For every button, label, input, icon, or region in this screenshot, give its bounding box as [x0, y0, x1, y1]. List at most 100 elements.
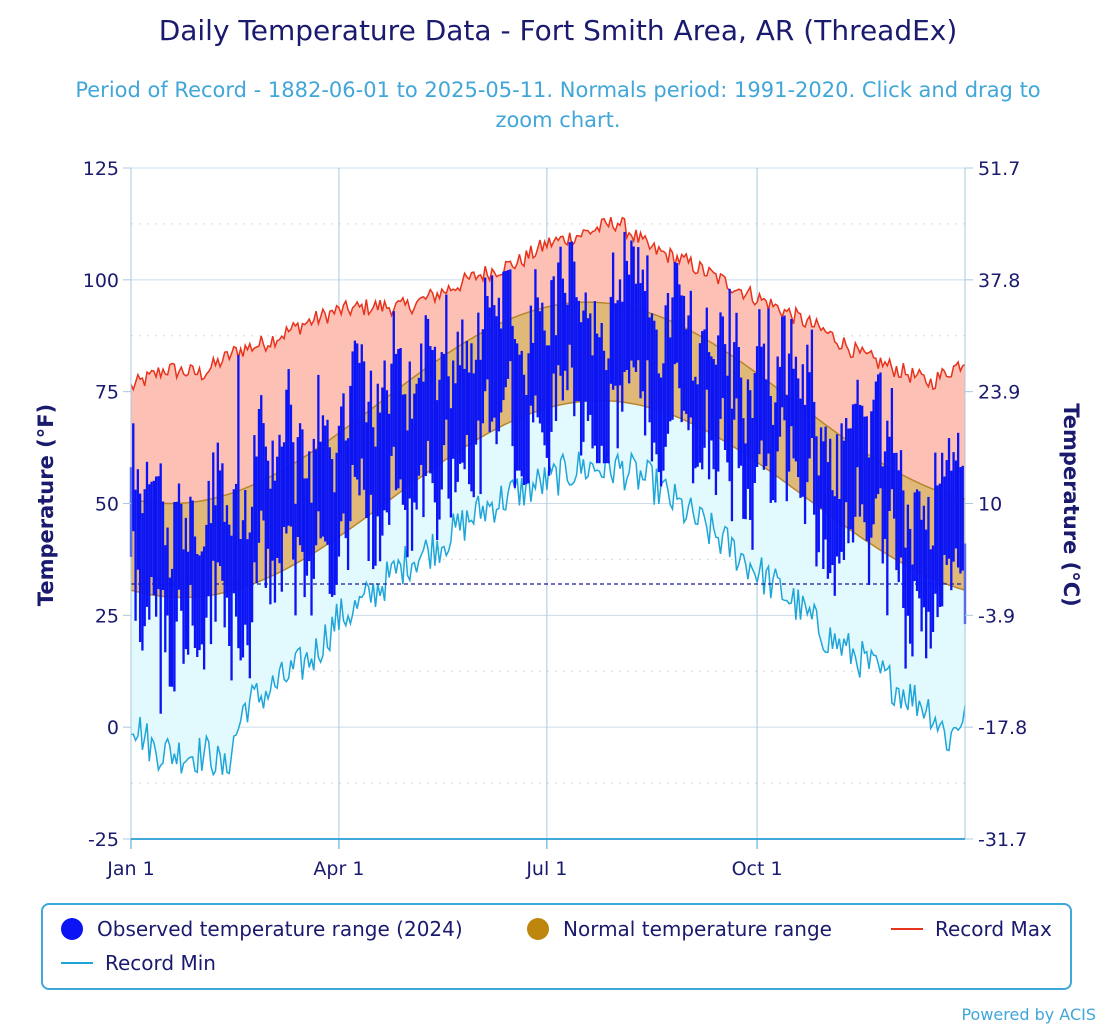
observed-bar: [726, 375, 729, 463]
observed-bar: [575, 297, 578, 402]
observed-bar: [445, 294, 448, 420]
observed-bar: [643, 291, 647, 436]
observed-bar: [751, 418, 754, 550]
observed-bar: [532, 342, 535, 423]
observed-bar: [490, 275, 494, 422]
observed-bar: [296, 437, 299, 537]
observed-bar: [856, 379, 859, 468]
observed-bar: [918, 491, 921, 599]
observed-bar: [778, 366, 782, 437]
observed-bar: [733, 342, 736, 420]
observed-bar: [504, 270, 507, 388]
observed-bar: [872, 399, 875, 525]
observed-bar: [648, 317, 651, 423]
observed-bar: [801, 364, 804, 497]
observed-bar: [223, 521, 226, 628]
observed-bar: [616, 300, 619, 449]
observed-bar: [216, 442, 219, 563]
observed-bar: [166, 527, 169, 616]
legend-label-observed: Observed temperature range (2024): [97, 917, 463, 941]
observed-bar: [205, 524, 208, 618]
observed-bar: [301, 429, 304, 552]
observed-bar: [310, 502, 313, 616]
observed-bar: [675, 263, 679, 363]
observed-bar: [664, 305, 667, 447]
observed-bar: [372, 427, 375, 570]
observed-bar: [525, 395, 528, 485]
observed-bar: [294, 503, 297, 616]
observed-dot-icon: [61, 918, 83, 940]
observed-bar: [598, 337, 601, 464]
observed-bar: [404, 394, 407, 510]
observed-bar: [735, 312, 738, 399]
observed-bar: [858, 404, 862, 517]
observed-bar: [904, 547, 907, 669]
observed-bar: [584, 292, 587, 402]
observed-bar: [527, 353, 530, 484]
observed-bar: [698, 343, 702, 463]
observed-bar: [639, 283, 642, 399]
observed-bar: [742, 418, 745, 519]
legend-label-record-max: Record Max: [935, 917, 1052, 941]
credits-link[interactable]: Powered by ACIS: [961, 1005, 1096, 1024]
observed-bar: [381, 387, 384, 536]
observed-bar: [874, 381, 878, 499]
observed-bar: [182, 549, 185, 664]
observed-bar: [582, 310, 585, 442]
observed-bar: [230, 535, 233, 681]
observed-bar: [797, 378, 800, 478]
observed-bar: [570, 241, 574, 368]
observed-bar: [945, 460, 948, 565]
observed-bar: [337, 425, 341, 557]
observed-bar: [378, 412, 382, 562]
observed-bar: [340, 406, 343, 522]
observed-bar: [324, 425, 327, 542]
observed-bar: [154, 476, 158, 617]
legend-item-record-min[interactable]: Record Min: [61, 951, 216, 975]
observed-bar: [287, 369, 290, 526]
observed-bar: [835, 434, 839, 557]
legend-item-record-max[interactable]: Record Max: [891, 917, 1052, 941]
record-min-line-icon: [61, 962, 93, 964]
observed-bar: [803, 404, 807, 524]
observed-bar: [397, 349, 400, 489]
observed-bar: [563, 292, 567, 371]
y-axis-title-left: Temperature (°F): [34, 404, 58, 606]
observed-bar: [541, 302, 544, 433]
observed-bar: [257, 409, 261, 543]
observed-bar: [511, 325, 514, 447]
observed-bar: [260, 395, 263, 511]
axes-layer: 125 51.7 100 37.8 75 23.9 50 10 25 -3.9 0 -17.8 -25 -…: [83, 158, 1027, 880]
observed-bar: [813, 401, 816, 515]
observed-bar: [650, 313, 654, 462]
observed-bar: [863, 416, 866, 523]
observed-bar: [881, 466, 884, 564]
observed-bar: [938, 483, 942, 607]
observed-bar: [509, 269, 512, 362]
normal-max-line: [130, 301, 966, 505]
observed-bar: [849, 428, 852, 530]
observed-bar: [737, 347, 740, 469]
observed-bar: [662, 363, 665, 471]
observed-bar: [954, 460, 958, 549]
observed-bar: [696, 384, 699, 467]
observed-bar: [358, 362, 361, 496]
legend-item-normal[interactable]: Normal temperature range: [527, 917, 832, 941]
observed-bar: [232, 489, 235, 594]
observed-bar: [895, 452, 898, 571]
observed-bar: [365, 422, 368, 518]
legend-item-observed[interactable]: Observed temperature range (2024): [61, 917, 463, 941]
observed-bar: [456, 331, 459, 482]
observed-bar: [680, 295, 683, 423]
observed-bar: [792, 368, 795, 459]
observed-bar: [822, 441, 825, 569]
observed-bar: [278, 434, 281, 564]
record-min-line: [130, 449, 966, 777]
observed-bar: [630, 240, 633, 361]
observed-bar: [493, 305, 496, 418]
observed-bar: [470, 343, 473, 492]
observed-bar: [266, 460, 270, 549]
temperature-chart[interactable]: 125 51.7 100 37.8 75 23.9 50 10 25 -3.9 0 -17.8 -25 -…: [0, 0, 1116, 900]
observed-bar: [477, 312, 480, 421]
y-tick-label-left: 75: [95, 382, 119, 404]
